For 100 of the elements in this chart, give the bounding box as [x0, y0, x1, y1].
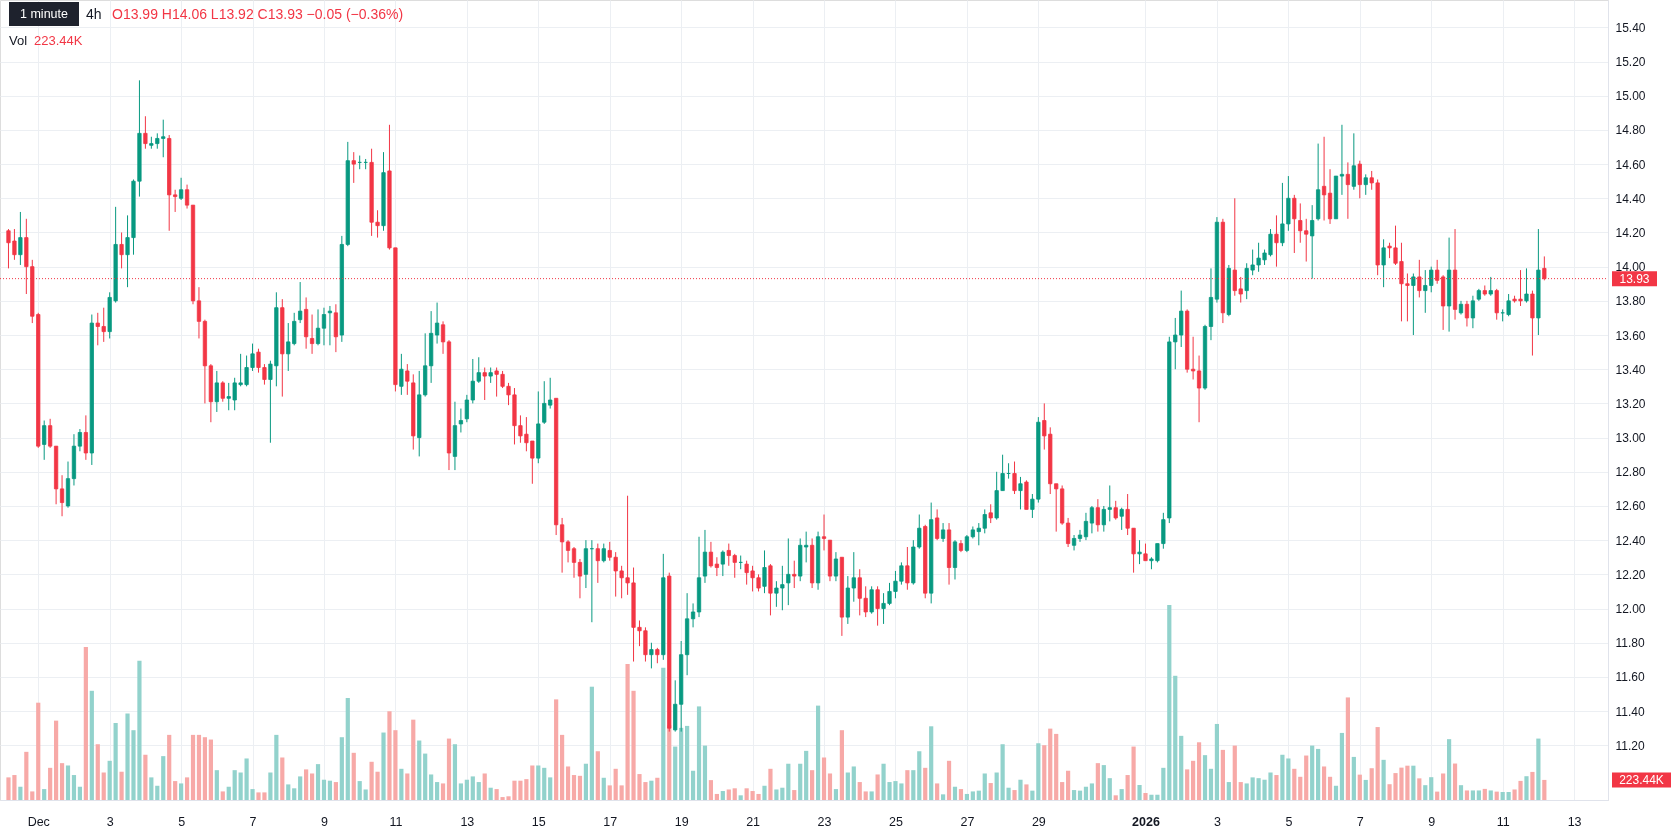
bar — [1167, 605, 1172, 800]
bar — [583, 763, 589, 800]
x-tick-label: 11 — [389, 814, 403, 829]
bar — [351, 752, 356, 800]
candlestick — [1339, 124, 1345, 196]
bar — [964, 793, 969, 800]
text: 223.44K — [1619, 772, 1664, 787]
chart-subtitle: O13.99 H14.06 L13.92 C13.93 −0.05 (−0.36%) — [112, 6, 404, 22]
bar — [1173, 675, 1178, 800]
bar — [1417, 778, 1422, 800]
bar — [851, 766, 856, 800]
bar — [1113, 795, 1118, 800]
bar — [1042, 745, 1047, 800]
bar — [1185, 769, 1190, 800]
bar — [738, 795, 743, 800]
y-tick-label: 14.80 — [1615, 123, 1646, 138]
bar — [1524, 776, 1529, 800]
bar — [65, 765, 71, 800]
bar — [1333, 785, 1339, 800]
candlestick — [833, 551, 839, 582]
candlestick — [143, 115, 148, 150]
annotation: Vol — [9, 33, 28, 48]
bar — [1191, 760, 1196, 800]
bar — [1161, 767, 1166, 800]
candlestick — [333, 303, 338, 353]
bar — [1452, 763, 1458, 800]
bar — [958, 789, 964, 800]
bar — [1226, 782, 1231, 800]
bar — [720, 791, 725, 800]
bar — [976, 790, 981, 800]
bar — [1304, 755, 1309, 800]
bar — [1083, 786, 1089, 800]
candlestick — [298, 281, 303, 324]
bar — [542, 767, 547, 800]
candlestick — [458, 408, 463, 433]
bar — [571, 775, 577, 800]
y-tick-label: 11.40 — [1615, 704, 1645, 719]
candlestick — [399, 353, 404, 396]
candlestick — [708, 541, 714, 569]
y-tick-label: 13.80 — [1615, 294, 1646, 309]
candlestick — [720, 549, 725, 577]
bar — [24, 751, 29, 800]
bar — [732, 788, 737, 800]
annotation: 1 minute — [20, 7, 69, 21]
bar — [1423, 785, 1428, 800]
x-tick-label: 13 — [1567, 814, 1582, 829]
candlestick — [565, 539, 571, 563]
bar — [411, 719, 416, 800]
bar — [679, 727, 684, 800]
candlestick — [940, 522, 946, 543]
y-tick-label: 12.00 — [1615, 602, 1646, 617]
y-tick-label: 13.40 — [1615, 362, 1646, 377]
bar — [1458, 785, 1464, 800]
bar — [726, 789, 731, 800]
bar — [565, 766, 571, 800]
bar — [839, 730, 844, 800]
y-tick-label: 15.40 — [1615, 20, 1646, 35]
bar — [1202, 755, 1208, 800]
candlestick — [48, 418, 53, 449]
bar — [1542, 779, 1547, 800]
x-tick-label: 13 — [460, 814, 475, 829]
candlestick — [1071, 534, 1077, 551]
bar — [1464, 790, 1470, 800]
bar — [696, 706, 702, 800]
candlestick — [77, 428, 83, 452]
candlestick — [577, 558, 583, 599]
candlestick — [42, 420, 47, 461]
bar — [1196, 742, 1202, 800]
candlestick — [821, 514, 827, 551]
bar — [768, 768, 773, 800]
y-tick-label: 14.40 — [1615, 191, 1646, 206]
bar — [577, 775, 583, 800]
bar — [173, 781, 178, 800]
bar — [143, 754, 148, 800]
candlestick — [1066, 517, 1071, 548]
bar — [470, 776, 475, 800]
bar — [1214, 723, 1220, 800]
bar — [1012, 790, 1017, 800]
candlestick — [351, 151, 356, 184]
x-tick-label: 11 — [1496, 814, 1510, 829]
bar — [1101, 765, 1106, 800]
bar — [607, 785, 612, 800]
y-tick-label: 15.20 — [1615, 55, 1646, 70]
candlestick — [315, 308, 321, 346]
candlestick — [1274, 214, 1279, 268]
candlestick — [1506, 293, 1511, 317]
bar — [1143, 792, 1148, 800]
candlestick — [1012, 461, 1017, 495]
candlestick — [762, 549, 767, 594]
candlestick — [1488, 276, 1493, 297]
bar — [863, 791, 868, 800]
bar — [661, 667, 666, 800]
x-tick-label: 3 — [1213, 814, 1221, 829]
candlestick — [1464, 300, 1470, 327]
bar — [1220, 749, 1225, 800]
bar — [184, 777, 190, 800]
candlestick — [792, 560, 797, 589]
bar — [702, 745, 708, 800]
bar — [458, 783, 463, 800]
bar — [1018, 779, 1023, 800]
